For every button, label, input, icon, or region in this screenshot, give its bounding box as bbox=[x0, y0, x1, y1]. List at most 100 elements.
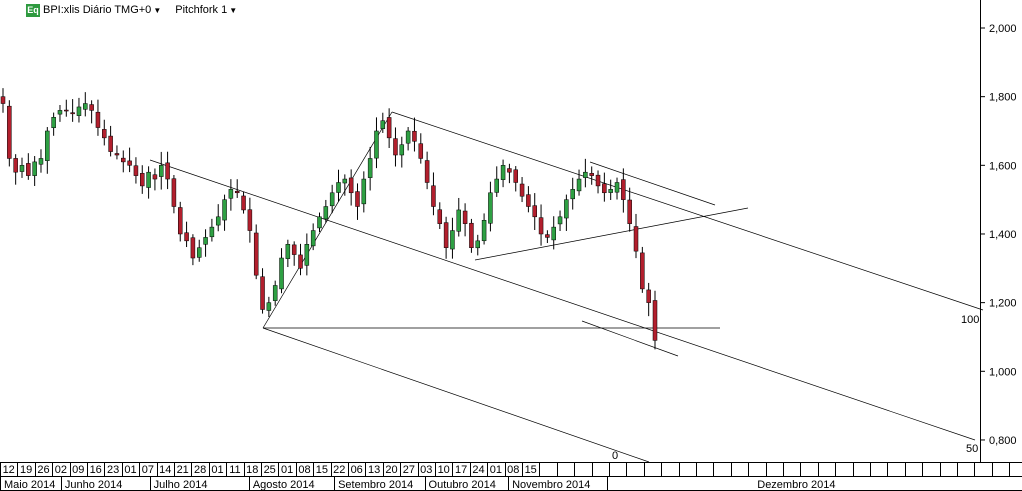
pitchfork-line[interactable] bbox=[149, 159, 976, 441]
candle bbox=[374, 117, 379, 169]
candle bbox=[102, 119, 107, 146]
candle bbox=[89, 100, 94, 124]
y-tick-label: 1,200 bbox=[989, 298, 1017, 310]
pitchfork-drawing[interactable] bbox=[149, 111, 984, 463]
study-menu[interactable]: Pitchfork 1 ▼ bbox=[175, 4, 237, 16]
candle bbox=[418, 133, 424, 164]
month-label: Dezembro 2014 bbox=[757, 479, 835, 491]
candle bbox=[614, 177, 620, 200]
candle bbox=[304, 233, 310, 276]
day-label: 03 bbox=[420, 464, 432, 476]
candle bbox=[475, 234, 481, 256]
candle bbox=[361, 171, 367, 213]
candle bbox=[234, 179, 240, 198]
day-label: 19 bbox=[20, 464, 32, 476]
candle bbox=[266, 296, 272, 317]
candle bbox=[127, 147, 132, 173]
candle bbox=[519, 177, 525, 203]
month-label: Agosto 2014 bbox=[253, 479, 315, 491]
candle bbox=[222, 194, 227, 231]
month-label: Junho 2014 bbox=[65, 479, 123, 491]
price-axis: 2,000 1,800 1,600 1,400 1,200 1,000 0,800 bbox=[980, 23, 1017, 447]
candle bbox=[652, 290, 658, 350]
day-label: 02 bbox=[55, 464, 67, 476]
candle bbox=[121, 150, 126, 173]
candle bbox=[627, 187, 632, 232]
day-label: 10 bbox=[438, 464, 450, 476]
candle bbox=[513, 166, 518, 192]
candle bbox=[450, 217, 455, 259]
candle bbox=[272, 280, 278, 306]
candle bbox=[260, 268, 265, 314]
pitchfork-line[interactable] bbox=[581, 320, 679, 357]
day-label: 22 bbox=[333, 464, 345, 476]
candle bbox=[469, 218, 474, 253]
candle bbox=[279, 248, 284, 294]
candle bbox=[583, 158, 588, 188]
day-label: 24 bbox=[472, 464, 484, 476]
candle bbox=[190, 234, 196, 266]
candle bbox=[437, 202, 443, 230]
day-label: 08 bbox=[298, 464, 310, 476]
candle bbox=[621, 168, 626, 213]
day-label: 08 bbox=[507, 464, 519, 476]
candle bbox=[133, 157, 139, 184]
pitchfork-line[interactable] bbox=[262, 327, 650, 463]
study-label: Pitchfork 1 bbox=[175, 4, 228, 16]
candle bbox=[203, 229, 208, 257]
candle bbox=[595, 170, 601, 194]
candle bbox=[602, 172, 607, 202]
day-label: 28 bbox=[194, 464, 206, 476]
candle bbox=[462, 203, 468, 237]
candle bbox=[19, 157, 25, 178]
candlestick-series bbox=[0, 88, 658, 350]
candle bbox=[443, 216, 449, 259]
day-label: 11 bbox=[229, 464, 240, 476]
eq-badge[interactable]: Eq bbox=[26, 3, 40, 17]
candle bbox=[481, 213, 487, 245]
candle bbox=[140, 165, 145, 194]
y-tick-label: 1,800 bbox=[989, 92, 1017, 104]
day-label: 01 bbox=[490, 464, 502, 476]
candle bbox=[348, 169, 354, 206]
candle bbox=[545, 230, 550, 244]
candle bbox=[7, 100, 12, 167]
symbol-menu[interactable]: BPI:xlis Diário TMG+0 ▼ bbox=[43, 4, 161, 16]
pitchfork-line[interactable] bbox=[589, 161, 716, 206]
day-label: 09 bbox=[72, 464, 84, 476]
y-tick-label: 1,400 bbox=[989, 229, 1017, 241]
pitchfork-line[interactable] bbox=[391, 111, 984, 311]
candle bbox=[564, 194, 569, 231]
pitchfork-level-label: 0 bbox=[612, 450, 618, 462]
day-label: 15 bbox=[525, 464, 537, 476]
candle bbox=[95, 99, 101, 136]
pitchfork-level-labels: 100 0 50 bbox=[612, 314, 979, 462]
candle bbox=[431, 172, 436, 216]
day-label: 16 bbox=[90, 464, 102, 476]
candle bbox=[228, 179, 234, 211]
day-label: 15 bbox=[316, 464, 328, 476]
candle bbox=[367, 146, 373, 191]
pitchfork-line[interactable] bbox=[474, 207, 749, 261]
candle bbox=[526, 186, 531, 213]
candle bbox=[608, 179, 613, 200]
day-label: 13 bbox=[368, 464, 380, 476]
day-label: 01 bbox=[281, 464, 293, 476]
candle bbox=[456, 197, 462, 237]
candle bbox=[640, 246, 645, 293]
candle bbox=[342, 174, 348, 196]
day-label: 25 bbox=[264, 464, 276, 476]
candle bbox=[184, 221, 189, 248]
candle bbox=[329, 184, 335, 214]
day-label: 01 bbox=[211, 464, 223, 476]
candle bbox=[589, 166, 594, 185]
day-label: 26 bbox=[37, 464, 49, 476]
candle bbox=[171, 174, 177, 214]
candle bbox=[336, 169, 341, 202]
day-label: 14 bbox=[159, 464, 171, 476]
candle bbox=[0, 88, 6, 113]
day-label: 06 bbox=[351, 464, 363, 476]
month-label: Maio 2014 bbox=[4, 479, 55, 491]
candle bbox=[424, 151, 430, 190]
